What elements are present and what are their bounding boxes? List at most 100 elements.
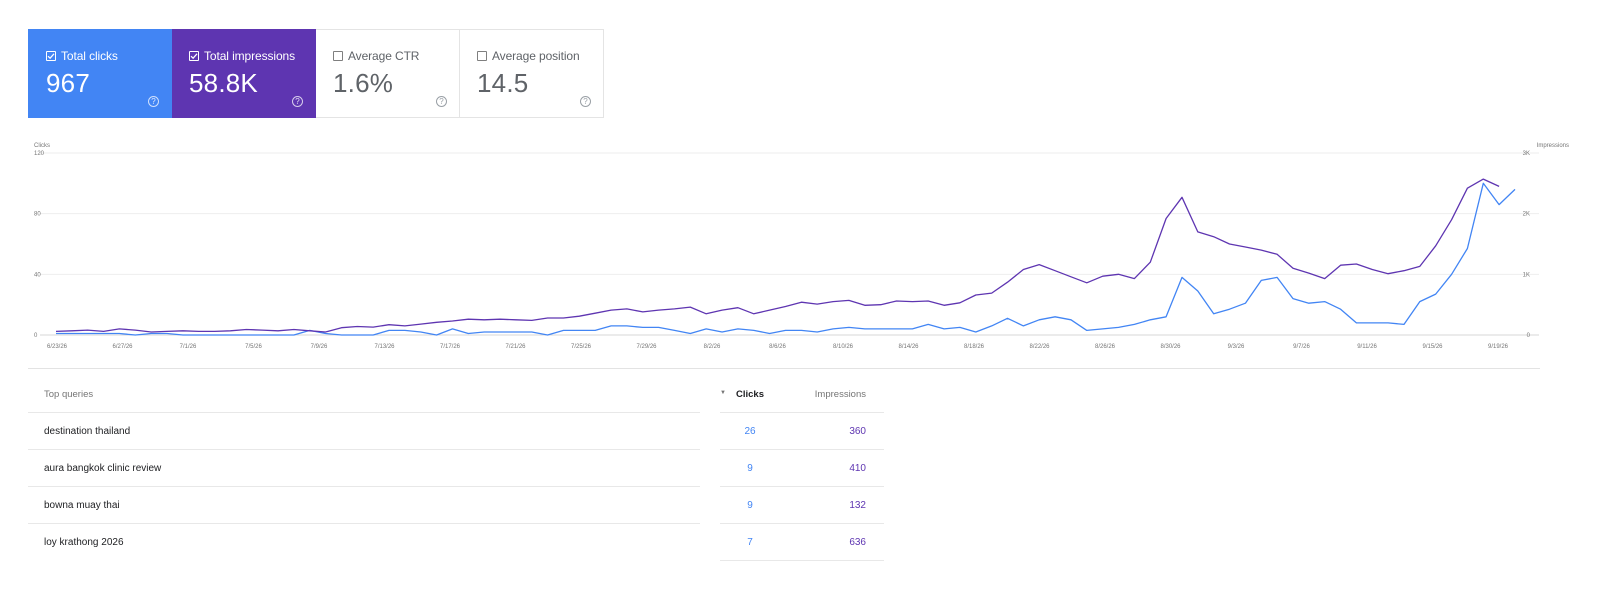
average-ctr-checkbox[interactable] bbox=[333, 51, 343, 61]
clicks-cell: 7 bbox=[747, 537, 753, 548]
impressions-cell: 410 bbox=[849, 463, 866, 474]
x-tick-label: 7/1/26 bbox=[180, 344, 197, 350]
average-ctr-label: Average CTR bbox=[348, 49, 420, 63]
x-tick-label: 8/26/26 bbox=[1095, 344, 1116, 350]
column-header-clicks[interactable]: Clicks bbox=[736, 389, 764, 400]
total-impressions-value: 58.8K bbox=[189, 68, 258, 98]
left-axis-label: Clicks bbox=[34, 143, 50, 149]
help-icon[interactable]: ? bbox=[148, 96, 159, 107]
total-impressions-checkbox[interactable] bbox=[189, 51, 199, 61]
x-tick-label: 7/29/26 bbox=[636, 344, 657, 350]
average-position-value: 14.5 bbox=[477, 68, 529, 98]
x-tick-label: 8/30/26 bbox=[1160, 344, 1181, 350]
left-tick-label: 0 bbox=[34, 333, 38, 339]
help-icon[interactable]: ? bbox=[292, 96, 303, 107]
divider bbox=[720, 412, 884, 413]
divider bbox=[720, 560, 884, 561]
x-tick-label: 6/27/26 bbox=[112, 344, 133, 350]
x-tick-label: 7/21/26 bbox=[505, 344, 526, 350]
clicks-cell: 9 bbox=[747, 463, 753, 474]
x-tick-label: 9/7/26 bbox=[1293, 344, 1310, 350]
right-axis-ticks: 3K 2K 1K 0 bbox=[1523, 151, 1531, 339]
total-clicks-value: 967 bbox=[46, 68, 90, 98]
x-tick-label: 8/10/26 bbox=[833, 344, 854, 350]
chart-gridlines bbox=[40, 152, 1539, 336]
impressions-cell: 360 bbox=[849, 426, 866, 437]
left-tick-label: 80 bbox=[34, 212, 41, 218]
query-cell: bowna muay thai bbox=[44, 500, 120, 511]
query-cell: destination thailand bbox=[44, 426, 131, 437]
x-tick-label: 6/23/26 bbox=[47, 344, 68, 350]
total-impressions-label: Total impressions bbox=[204, 49, 296, 63]
table-row[interactable]: aura bangkok clinic review 9 410 bbox=[28, 450, 884, 487]
divider bbox=[28, 412, 700, 413]
average-ctr-value: 1.6% bbox=[333, 68, 394, 98]
divider bbox=[720, 486, 884, 487]
average-ctr-card[interactable]: Average CTR 1.6% ? bbox=[316, 29, 460, 118]
total-impressions-card[interactable]: Total impressions 58.8K ? bbox=[172, 29, 316, 118]
total-impressions-label-row: Total impressions bbox=[189, 49, 295, 63]
x-axis-ticks: 6/23/26 6/27/26 7/1/26 7/5/26 7/9/26 7/13/26 7… bbox=[47, 344, 1509, 350]
left-axis-ticks: 120 80 40 0 bbox=[34, 151, 45, 339]
x-tick-label: 9/11/26 bbox=[1357, 344, 1377, 350]
chart-series bbox=[55, 178, 1516, 336]
average-position-checkbox[interactable] bbox=[477, 51, 487, 61]
impressions-cell: 132 bbox=[849, 500, 866, 511]
x-tick-label: 7/25/26 bbox=[571, 344, 592, 350]
x-tick-label: 8/2/26 bbox=[704, 344, 721, 350]
divider bbox=[28, 486, 700, 487]
chart-divider bbox=[28, 368, 1540, 369]
left-tick-label: 120 bbox=[34, 151, 45, 157]
right-tick-label: 3K bbox=[1523, 151, 1530, 157]
total-clicks-checkbox[interactable] bbox=[46, 51, 56, 61]
x-tick-label: 8/22/26 bbox=[1029, 344, 1050, 350]
table-row[interactable]: bowna muay thai 9 132 bbox=[28, 487, 884, 524]
performance-chart[interactable]: Clicks Impressions 120 80 40 0 3K 2K 1K 0 6/23… bbox=[0, 138, 1600, 356]
sort-arrow-icon: ▼ bbox=[720, 390, 726, 396]
query-cell: loy krathong 2026 bbox=[44, 537, 124, 548]
divider bbox=[720, 449, 884, 450]
left-tick-label: 40 bbox=[34, 272, 41, 278]
x-tick-label: 9/19/26 bbox=[1488, 344, 1509, 350]
average-position-label-row: Average position bbox=[477, 49, 580, 63]
x-tick-label: 8/6/26 bbox=[769, 344, 786, 350]
x-tick-label: 8/14/26 bbox=[898, 344, 919, 350]
column-header-query[interactable]: Top queries bbox=[44, 389, 94, 400]
metric-cards: Total clicks 967 ? Total impressions 58.… bbox=[28, 29, 604, 118]
help-icon[interactable]: ? bbox=[580, 96, 591, 107]
x-tick-label: 9/15/26 bbox=[1422, 344, 1443, 350]
x-tick-label: 7/13/26 bbox=[374, 344, 395, 350]
x-tick-label: 7/9/26 bbox=[311, 344, 328, 350]
average-position-label: Average position bbox=[492, 49, 580, 63]
total-clicks-label-row: Total clicks bbox=[46, 49, 118, 63]
total-impressions-line bbox=[55, 178, 1500, 333]
divider bbox=[28, 523, 700, 524]
right-axis-label: Impressions bbox=[1537, 143, 1569, 149]
right-tick-label: 2K bbox=[1523, 212, 1530, 218]
divider bbox=[720, 523, 884, 524]
x-tick-label: 9/3/26 bbox=[1228, 344, 1245, 350]
x-tick-label: 7/17/26 bbox=[440, 344, 461, 350]
table-row[interactable]: destination thailand 26 360 bbox=[28, 413, 884, 450]
average-ctr-label-row: Average CTR bbox=[333, 49, 419, 63]
right-tick-label: 1K bbox=[1523, 272, 1530, 278]
clicks-cell: 26 bbox=[744, 426, 756, 437]
checkmark-icon bbox=[190, 53, 198, 60]
checkmark-icon bbox=[47, 53, 55, 60]
average-position-card[interactable]: Average position 14.5 ? bbox=[460, 29, 604, 118]
impressions-cell: 636 bbox=[849, 537, 866, 548]
query-cell: aura bangkok clinic review bbox=[44, 463, 162, 474]
right-tick-label: 0 bbox=[1527, 333, 1531, 339]
total-clicks-line bbox=[56, 182, 1516, 336]
x-tick-label: 8/18/26 bbox=[964, 344, 985, 350]
total-clicks-label: Total clicks bbox=[61, 49, 118, 63]
total-clicks-card[interactable]: Total clicks 967 ? bbox=[28, 29, 172, 118]
divider bbox=[28, 449, 700, 450]
column-header-impressions[interactable]: Impressions bbox=[814, 389, 866, 400]
x-tick-label: 7/5/26 bbox=[245, 344, 262, 350]
help-icon[interactable]: ? bbox=[436, 96, 447, 107]
top-queries-table: Top queries ▼ Clicks Impressions destina… bbox=[28, 376, 884, 561]
clicks-cell: 9 bbox=[747, 500, 753, 511]
table-row[interactable]: loy krathong 2026 7 636 bbox=[28, 524, 884, 561]
table-header: Top queries ▼ Clicks Impressions bbox=[28, 376, 884, 413]
